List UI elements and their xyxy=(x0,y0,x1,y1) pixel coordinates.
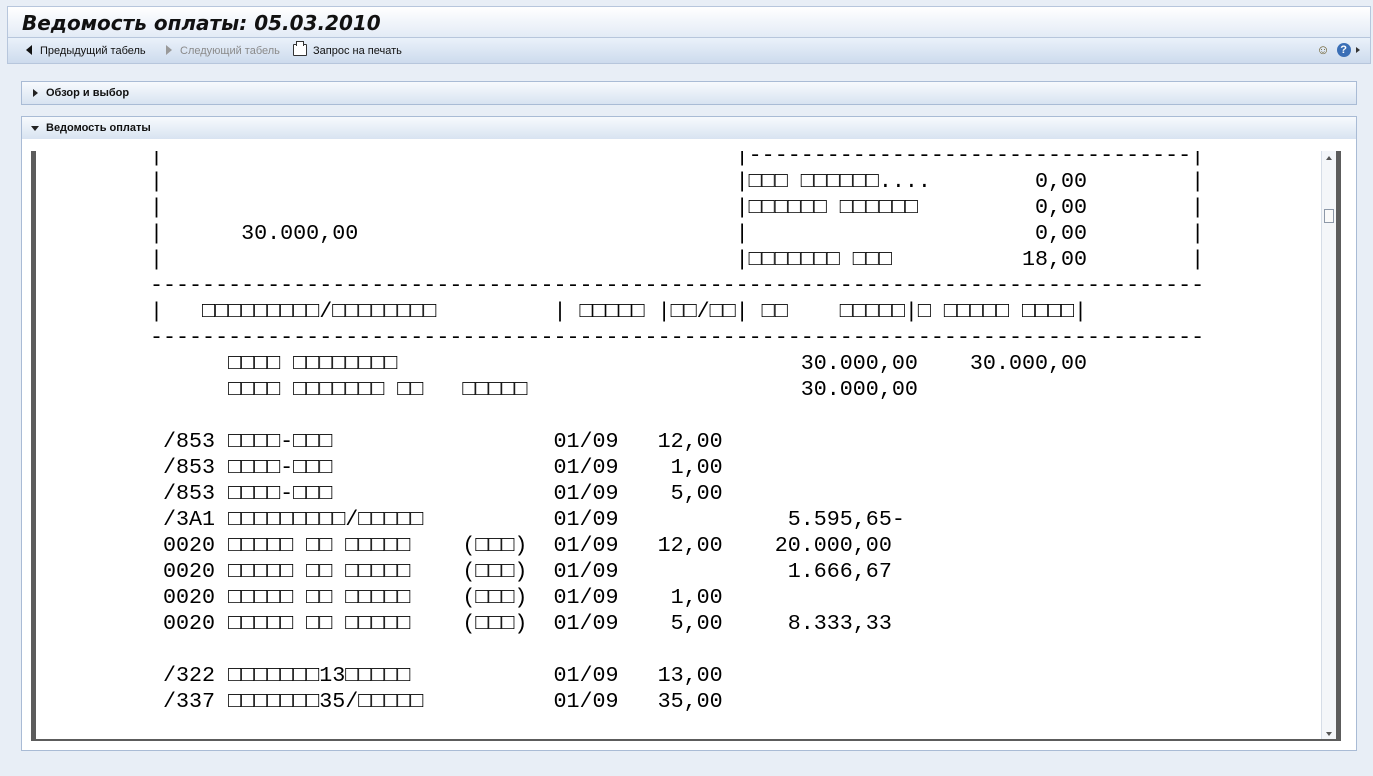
scrollbar-thumb[interactable] xyxy=(1324,209,1334,223)
report-line: | □□□□□□□□□/□□□□□□□□ | □□□□□ |□□/□□| □□ … xyxy=(150,299,1088,324)
report-line: 0020 □□□□□ □□ □□□□□ (□□□) 01/09 1.666,67 xyxy=(150,559,892,584)
next-payslip-label: Следующий табель xyxy=(180,45,280,57)
report-frame: | |----------------------------------| |… xyxy=(31,151,1341,741)
triangle-left-icon xyxy=(26,45,32,55)
toolbar-right-group: ☺ ? xyxy=(1316,42,1360,60)
payslip-content: | |----------------------------------| |… xyxy=(21,139,1357,751)
panel-overview-label: Обзор и выбор xyxy=(46,87,130,99)
triangle-right-icon xyxy=(166,45,172,55)
report-line: /853 □□□□-□□□ 01/09 12,00 xyxy=(150,429,723,454)
personalize-icon[interactable]: ☺ xyxy=(1316,41,1330,57)
report-line: 0020 □□□□□ □□ □□□□□ (□□□) 01/09 1,00 xyxy=(150,585,723,610)
print-request-button[interactable]: Запрос на печать xyxy=(293,41,402,59)
report-line: □□□□ □□□□□□□□ 30.000,00 30.000,00 xyxy=(150,351,1088,376)
report-text: | |----------------------------------| |… xyxy=(36,151,1326,739)
report-line: /322 □□□□□□□13□□□□□ 01/09 13,00 xyxy=(150,663,723,688)
report-line: □□□□ □□□□□□□ □□ □□□□□ 30.000,00 xyxy=(150,377,918,402)
report-line: ----------------------------------------… xyxy=(150,325,1205,350)
report-line: /3A1 □□□□□□□□□/□□□□□ 01/09 5.595,65- xyxy=(150,507,905,532)
report-line: /337 □□□□□□□35/□□□□□ 01/09 35,00 xyxy=(150,689,723,714)
page-title: Ведомость оплаты: 05.03.2010 xyxy=(22,11,381,35)
toolbar: Предыдущий табель Следующий табель Запро… xyxy=(7,38,1371,64)
vertical-scrollbar[interactable] xyxy=(1321,151,1336,739)
scroll-down-icon[interactable] xyxy=(1326,732,1332,736)
print-request-label: Запрос на печать xyxy=(313,45,402,57)
report-line: 0020 □□□□□ □□ □□□□□ (□□□) 01/09 5,00 8.3… xyxy=(150,611,892,636)
panel-payslip-label: Ведомость оплаты xyxy=(46,122,151,134)
help-icon[interactable]: ? xyxy=(1336,42,1351,57)
report-line: | |□□□ □□□□□□.... 0,00 | xyxy=(150,169,1205,194)
report-line: 0020 □□□□□ □□ □□□□□ (□□□) 01/09 12,00 20… xyxy=(150,533,892,558)
report-line: | |□□□□□□ □□□□□□ 0,00 | xyxy=(150,195,1205,220)
expand-arrow-icon xyxy=(33,89,38,97)
panel-overview-header[interactable]: Обзор и выбор xyxy=(21,81,1357,105)
report-line: ----------------------------------------… xyxy=(150,273,1205,298)
help-menu-arrow-icon[interactable] xyxy=(1356,46,1360,53)
panel-payslip-header[interactable]: Ведомость оплаты xyxy=(21,116,1357,140)
collapse-arrow-icon xyxy=(31,126,39,131)
report-line: | 30.000,00 | 0,00 | xyxy=(150,221,1205,246)
next-payslip-button[interactable]: Следующий табель xyxy=(166,43,280,59)
report-line: | |□□□□□□□ □□□ 18,00 | xyxy=(150,247,1205,272)
report-line: /853 □□□□-□□□ 01/09 1,00 xyxy=(150,455,723,480)
title-bar: Ведомость оплаты: 05.03.2010 xyxy=(7,6,1371,38)
printer-icon xyxy=(293,41,307,56)
previous-payslip-label: Предыдущий табель xyxy=(40,45,146,57)
report-line: | |----------------------------------| xyxy=(150,151,1205,168)
report-line: /853 □□□□-□□□ 01/09 5,00 xyxy=(150,481,723,506)
previous-payslip-button[interactable]: Предыдущий табель xyxy=(26,43,146,59)
scroll-up-icon[interactable] xyxy=(1326,156,1332,160)
